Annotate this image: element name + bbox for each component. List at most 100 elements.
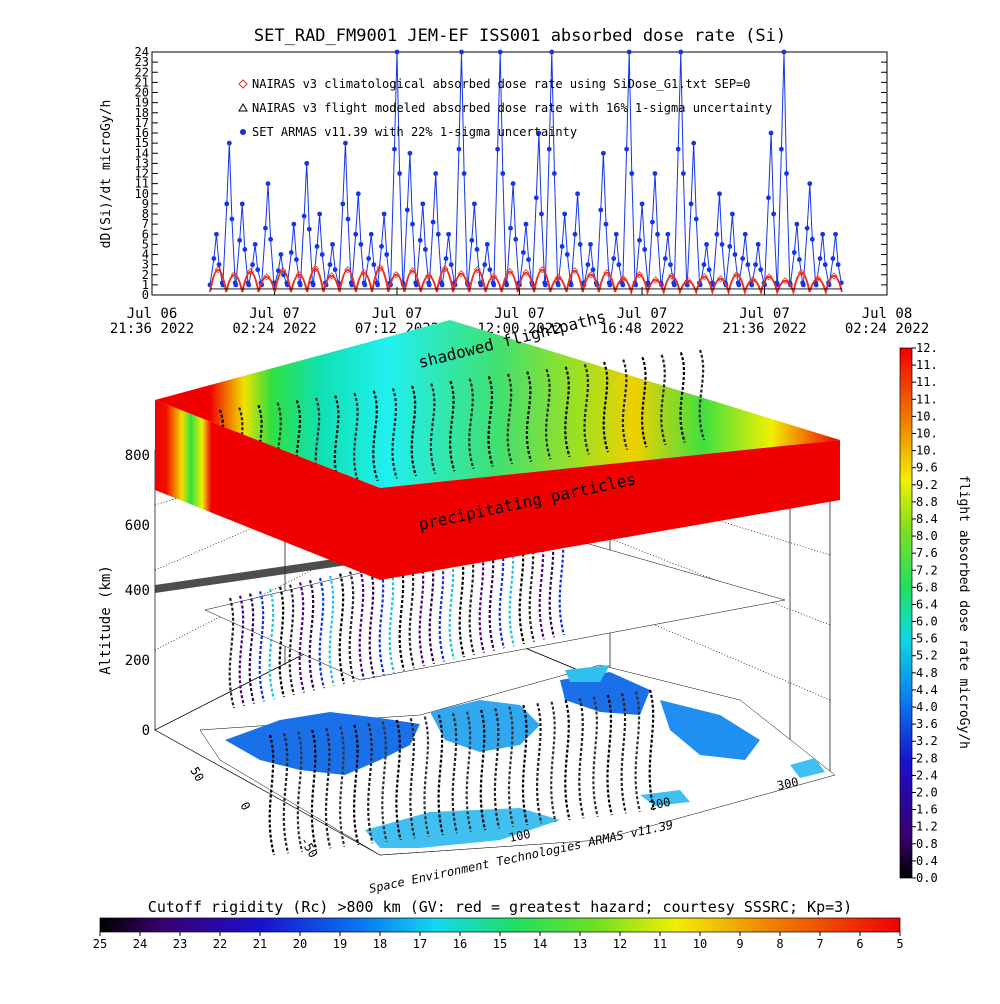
measured-point	[497, 49, 503, 55]
floor-track	[282, 733, 290, 854]
climatological-point	[668, 272, 676, 280]
floor-flight-tracks	[268, 689, 656, 856]
colorbar-right-tick-label: 4.0	[916, 700, 938, 714]
colorbar-bottom-tick-label: 9	[736, 937, 743, 951]
measured-point	[379, 244, 384, 249]
measured-point	[229, 216, 235, 222]
colorbar-bottom-tick-label: 16	[453, 937, 467, 951]
layer-track	[429, 383, 437, 474]
measured-point	[585, 262, 591, 268]
colorbar-right-tick-label: 11.	[916, 358, 938, 372]
measured-point	[294, 257, 299, 262]
colorbar-bottom-tick-label: 24	[133, 937, 147, 951]
climatological-point	[311, 265, 319, 273]
surface-track	[288, 584, 296, 695]
floor-track	[493, 708, 501, 829]
measured-point	[422, 247, 428, 252]
floor-map	[199, 664, 836, 856]
colorbar-right-gradient	[899, 347, 913, 879]
layer-track	[391, 388, 398, 479]
particle-layer-side	[380, 440, 840, 580]
measured-point	[301, 213, 307, 219]
climatological-point	[490, 273, 498, 281]
y-tick-label: 21	[135, 75, 149, 89]
layer-track	[641, 356, 648, 448]
colorbar-right-tick-label: 8.0	[916, 529, 938, 543]
y-tick-label: 1	[142, 278, 149, 292]
measured-point	[822, 262, 828, 268]
x-tick-label-time: 21:36 2022	[722, 321, 806, 337]
colorbar-bottom-title: Cutoff rigidity (Rc) >800 km (GV: red = …	[148, 898, 852, 916]
measured-point	[830, 256, 836, 261]
measured-point	[662, 256, 668, 261]
altitude-tick-label: 600	[125, 518, 150, 534]
landmass	[565, 665, 610, 682]
altitude-tick-label: 800	[125, 448, 150, 464]
measured-point	[706, 267, 712, 273]
measured-point	[407, 150, 413, 156]
altitude-ticks: 0 200 400 600 800	[125, 448, 150, 739]
measured-point	[306, 226, 312, 232]
measured-point	[216, 262, 222, 268]
colorbar-right-tick-label: 6.4	[916, 597, 938, 611]
measured-point	[355, 191, 361, 197]
measured-point	[239, 201, 245, 207]
surface-track	[368, 566, 376, 678]
colorbar-bottom-ticks: 25 24 23 22 21 20 19 18 17 16 15 14 13 12 11 10 9 8 7 6 5	[93, 932, 904, 951]
floor-track	[536, 703, 543, 824]
longitude-tick-label: 100	[508, 827, 532, 845]
measured-point	[626, 49, 632, 55]
timeseries-legend: NAIRAS v3 climatological absorbed dose r…	[238, 77, 772, 139]
measured-point	[430, 219, 436, 225]
colorbar-right-tick-label: 8.8	[916, 495, 938, 509]
colorbar-right-tick-label: 9.6	[916, 461, 938, 475]
measured-point	[288, 250, 294, 255]
x-tick-label-date: Jul 06	[127, 306, 178, 322]
y-tick-label: 3	[142, 258, 149, 272]
climatological-point	[506, 268, 514, 276]
climatological-point	[635, 271, 644, 279]
surface-track	[248, 593, 256, 704]
measured-point	[456, 146, 462, 152]
measured-point	[729, 211, 735, 217]
measured-point	[577, 241, 583, 247]
layer-track	[372, 390, 379, 482]
measured-point	[233, 282, 239, 288]
y-tick-label: 0	[142, 288, 149, 302]
measured-point	[327, 262, 333, 268]
y-tick-label: 20	[135, 86, 149, 100]
measured-point	[491, 282, 497, 288]
latitude-tick-label: 0	[237, 800, 253, 813]
colorbar-bottom-tick-label: 7	[816, 937, 823, 951]
climatological-point	[376, 264, 384, 272]
y-tick-label: 9	[142, 197, 149, 211]
measured-point	[833, 231, 838, 237]
measured-point	[778, 146, 784, 152]
measured-point	[742, 231, 748, 237]
colorbar-bottom-tick-label: 6	[856, 937, 863, 951]
measured-point	[392, 146, 397, 152]
climatological-point	[830, 272, 838, 280]
measured-point	[588, 241, 593, 247]
measured-point	[469, 237, 475, 243]
floor-track	[409, 718, 416, 839]
x-tick-label-date: Jul 07	[739, 306, 790, 322]
measured-point	[362, 282, 368, 288]
climatological-point	[457, 270, 465, 278]
measured-point	[575, 191, 580, 197]
measured-point	[539, 211, 544, 217]
climatological-point	[522, 269, 530, 277]
legend-entry: NAIRAS v3 flight modeled absorbed dose r…	[252, 101, 772, 115]
climatological-point	[214, 266, 222, 274]
y-tick-label: 17	[135, 116, 149, 130]
climatological-point	[554, 274, 562, 282]
measured-point	[732, 252, 738, 257]
y-tick-label: 7	[142, 217, 149, 231]
floor-track	[507, 706, 515, 827]
climatological-point	[571, 267, 579, 275]
figure-title: SET_RAD_FM9001 JEM-EF ISS001 absorbed do…	[254, 26, 786, 46]
surface-track	[338, 573, 346, 684]
y-tick-label: 8	[142, 207, 149, 221]
measured-point	[349, 282, 355, 288]
measured-point	[487, 267, 493, 273]
